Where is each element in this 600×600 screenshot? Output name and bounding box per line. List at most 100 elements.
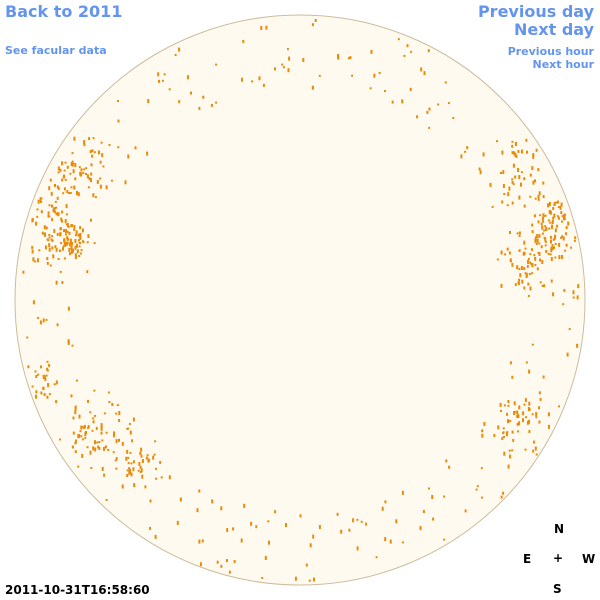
facula [535, 412, 538, 417]
next-hour-link[interactable]: Next hour [532, 58, 595, 71]
facula [210, 103, 213, 107]
facula [66, 230, 69, 233]
facula [535, 453, 538, 456]
facula [75, 193, 78, 196]
facula [460, 154, 463, 159]
facula [576, 343, 579, 348]
facula [152, 455, 155, 460]
facula [45, 226, 48, 230]
facula [71, 160, 74, 163]
facula [493, 434, 496, 437]
facula [286, 48, 289, 51]
facula [483, 422, 486, 426]
previous-day-link[interactable]: Previous day [477, 2, 594, 21]
facula [59, 270, 62, 273]
facula [522, 418, 524, 423]
facula [537, 168, 540, 172]
facula [43, 225, 46, 230]
facula [299, 514, 302, 518]
facula [132, 467, 135, 472]
facula [499, 402, 502, 407]
facula [314, 19, 317, 22]
facula [140, 447, 143, 452]
facula [267, 520, 270, 523]
facula [525, 416, 528, 419]
facula [553, 246, 555, 250]
facula [73, 228, 76, 231]
facula [500, 172, 502, 174]
facula [511, 449, 514, 452]
facula [532, 153, 535, 157]
facula [511, 152, 514, 155]
previous-hour-link[interactable]: Previous hour [507, 45, 594, 58]
facula [76, 249, 79, 254]
facula [100, 426, 103, 429]
facula [118, 438, 120, 442]
facula [74, 405, 77, 408]
facula [312, 534, 315, 539]
facula [59, 168, 62, 172]
facula [75, 379, 78, 382]
facula [92, 446, 95, 451]
facula [505, 432, 508, 437]
facula [65, 204, 68, 209]
facula [526, 150, 528, 154]
facula [265, 25, 268, 30]
facula [101, 153, 104, 158]
back-link[interactable]: Back to 2011 [5, 2, 123, 21]
facula [444, 81, 447, 84]
facula [538, 242, 541, 245]
facula [44, 232, 46, 237]
facula [550, 257, 553, 261]
facula [99, 184, 102, 189]
facula [518, 421, 521, 426]
facula [553, 213, 556, 218]
facula [68, 231, 71, 235]
facula [491, 205, 494, 208]
facula [543, 229, 546, 232]
facula [558, 405, 560, 408]
facula [508, 251, 511, 255]
facula [566, 352, 569, 357]
facula [37, 373, 40, 376]
facula [149, 526, 152, 530]
facula [39, 320, 42, 325]
facula [144, 485, 147, 489]
facula [79, 234, 82, 239]
facula [90, 172, 93, 176]
facula [243, 503, 246, 508]
facula [287, 68, 290, 73]
facula [147, 99, 150, 103]
facula [48, 234, 51, 236]
facula [518, 231, 521, 235]
next-day-link[interactable]: Next day [514, 20, 594, 39]
facula [46, 261, 49, 265]
facula [62, 192, 65, 195]
facula [544, 244, 547, 247]
facula [73, 185, 76, 190]
facula [67, 306, 70, 311]
timestamp: 2011-10-31T16:58:60 [5, 583, 150, 597]
facula [567, 221, 570, 226]
facula [161, 79, 164, 82]
facula [42, 387, 45, 391]
facula [423, 71, 426, 76]
facula [445, 459, 448, 463]
facula [36, 215, 39, 218]
facula [529, 173, 532, 177]
facula [81, 453, 84, 458]
facula [104, 445, 107, 449]
facula [51, 246, 54, 250]
compass-center: + [553, 551, 564, 565]
facula [518, 249, 521, 252]
facula [40, 210, 43, 214]
facula [502, 427, 505, 430]
facula [90, 178, 92, 183]
facula [42, 318, 45, 323]
facula [550, 239, 552, 244]
facula [97, 445, 100, 449]
facula [558, 242, 561, 247]
facula [525, 272, 528, 277]
facular-link[interactable]: See facular data [5, 44, 107, 57]
facula [45, 374, 48, 377]
